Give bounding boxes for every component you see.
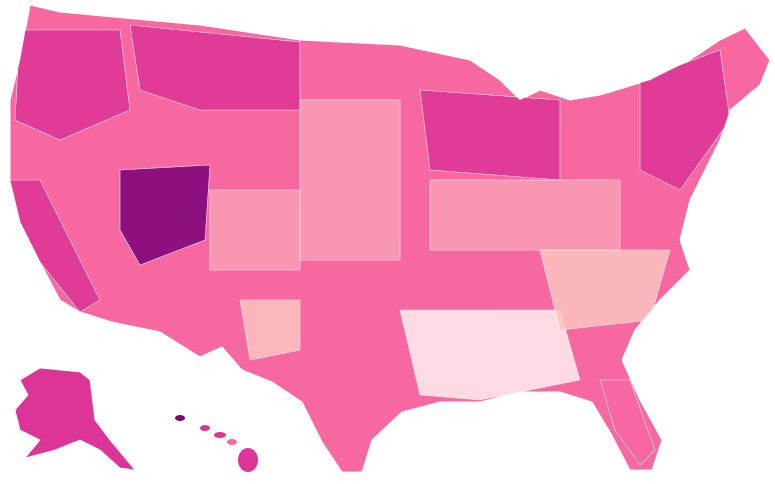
hawaii [175,415,258,472]
montana-region [129,24,301,111]
midwest-region [429,179,621,251]
utah-region [119,164,211,266]
southeast-region [399,309,581,401]
great-lakes-region [419,89,561,181]
northeast-region [639,49,731,191]
colorado-region [209,189,301,271]
texas-west-region [239,299,301,361]
florida-region [599,379,656,466]
northwest-region [14,29,131,141]
alaska [14,367,136,471]
california-coast [10,179,101,313]
south-region [539,249,671,331]
plains-region [299,99,401,261]
